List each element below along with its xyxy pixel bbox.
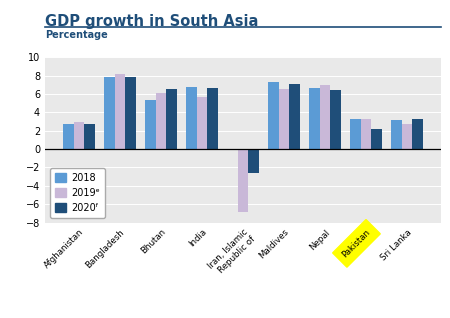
Bar	[279, 89, 289, 149]
Bar	[125, 77, 136, 149]
Bar	[63, 124, 74, 149]
Bar	[391, 120, 402, 149]
Bar	[104, 77, 115, 149]
Bar	[238, 149, 248, 211]
Bar	[289, 84, 300, 149]
Bar	[371, 129, 382, 149]
Bar	[74, 121, 84, 149]
Bar	[361, 119, 371, 149]
Bar	[207, 87, 218, 149]
Bar	[412, 119, 423, 149]
Bar	[309, 87, 320, 149]
Bar	[166, 89, 177, 149]
Bar	[268, 82, 279, 149]
Text: Percentage: Percentage	[45, 30, 108, 40]
Legend: 2018, 2019ᵉ, 2020ᶠ: 2018, 2019ᵉ, 2020ᶠ	[50, 168, 105, 218]
Bar	[330, 90, 341, 149]
Bar	[145, 100, 156, 149]
Bar	[402, 124, 412, 149]
Bar	[248, 149, 259, 173]
Bar	[350, 119, 361, 149]
Bar	[197, 97, 207, 149]
Bar	[227, 149, 238, 150]
Text: GDP growth in South Asia: GDP growth in South Asia	[45, 14, 258, 29]
Bar	[84, 124, 95, 149]
Bar	[156, 93, 166, 149]
Bar	[186, 86, 197, 149]
Bar	[320, 85, 330, 149]
Bar	[115, 74, 125, 149]
